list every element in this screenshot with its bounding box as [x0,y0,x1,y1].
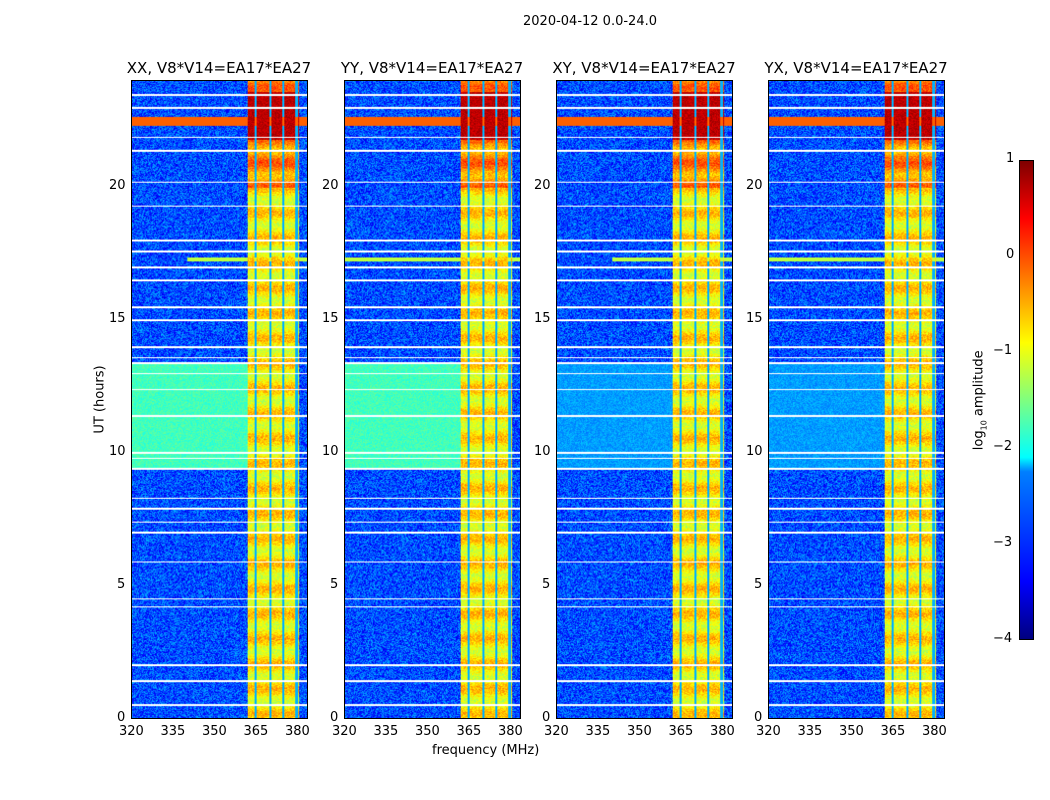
y-tick-label: 5 [754,576,763,592]
y-tick-label: 15 [109,310,126,326]
colorbar-label: log10 amplitude [971,350,989,451]
y-tick-label: 5 [117,576,126,592]
panel-title: XX, V8*V14=EA17*EA27 [126,59,312,77]
panel-title: YY, V8*V14=EA17*EA27 [340,59,524,77]
y-tick-label: 15 [322,310,339,326]
x-tick-label: 350 [626,724,652,739]
y-tick-label: 10 [534,443,551,459]
panel-title: XY, V8*V14=EA17*EA27 [552,59,736,77]
y-tick-label: 10 [109,443,126,459]
y-tick-label: 20 [322,177,339,193]
x-tick-label: 365 [456,724,482,739]
y-axis-label: UT (hours) [92,365,108,434]
heatmap-panel [556,80,733,719]
heatmap-image [345,81,520,718]
y-tick-label: 10 [746,443,763,459]
heatmap-panel [131,80,308,719]
x-tick-label: 365 [243,724,269,739]
colorbar-tick-label: −1 [993,343,1013,358]
heatmap-panel [344,80,521,719]
x-tick-label: 335 [373,724,399,739]
heatmap-image [769,81,944,718]
y-tick-label: 20 [534,177,551,193]
x-tick-label: 335 [160,724,186,739]
x-axis-label: frequency (MHz) [432,743,540,758]
x-tick-label: 365 [880,724,906,739]
y-tick-label: 20 [746,177,763,193]
x-tick-label: 380 [709,724,735,739]
x-tick-label: 335 [585,724,611,739]
x-tick-label: 320 [332,724,357,739]
y-tick-label: 15 [534,310,551,326]
heatmap-image [132,81,307,718]
y-tick-label: 0 [754,710,763,725]
x-tick-label: 350 [201,724,227,739]
x-tick-label: 380 [921,724,947,739]
x-tick-label: 320 [544,724,569,739]
y-tick-label: 20 [109,177,126,193]
heatmap-panel [768,80,945,719]
x-tick-label: 350 [414,724,440,739]
heatmap-image [557,81,732,718]
y-tick-label: 0 [542,710,551,725]
colorbar-tick-label: −3 [993,535,1013,550]
colorbar-tick-label: −2 [993,439,1013,454]
x-tick-label: 350 [838,724,864,739]
figure-title: 2020-04-12 0.0-24.0 [523,14,657,29]
x-tick-label: 320 [119,724,144,739]
y-tick-label: 15 [746,310,763,326]
colorbar [1019,160,1034,640]
colorbar-tick-label: 0 [1006,247,1015,262]
y-tick-label: 0 [117,710,126,725]
x-tick-label: 335 [797,724,823,739]
panel-title: YX, V8*V14=EA17*EA27 [764,59,948,77]
colorbar-tick-label: −4 [993,631,1013,646]
x-tick-label: 320 [756,724,781,739]
x-tick-label: 380 [497,724,523,739]
colorbar-tick-label: 1 [1006,151,1015,166]
y-tick-label: 0 [330,710,339,725]
y-tick-label: 10 [322,443,339,459]
x-tick-label: 380 [284,724,310,739]
y-tick-label: 5 [542,576,551,592]
y-tick-label: 5 [330,576,339,592]
x-tick-label: 365 [668,724,694,739]
